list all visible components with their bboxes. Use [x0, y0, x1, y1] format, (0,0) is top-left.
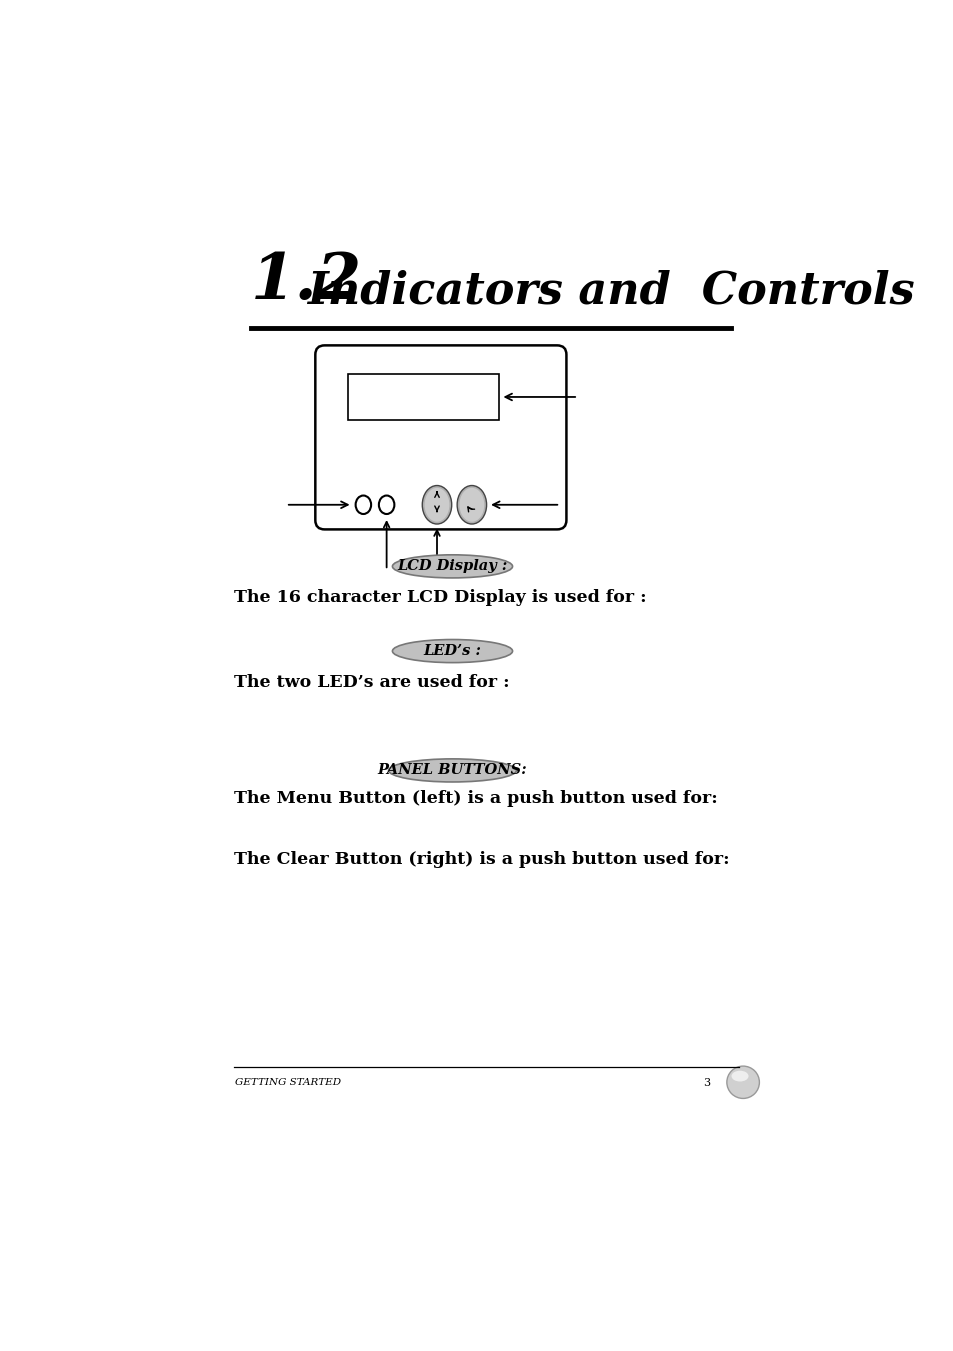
- Ellipse shape: [424, 488, 449, 521]
- Ellipse shape: [378, 496, 394, 513]
- Text: The 16 character LCD Display is used for :: The 16 character LCD Display is used for…: [233, 589, 646, 607]
- Bar: [348, 374, 498, 420]
- Ellipse shape: [459, 488, 484, 521]
- Ellipse shape: [726, 1066, 759, 1098]
- Text: The Menu Button (left) is a push button used for:: The Menu Button (left) is a push button …: [233, 790, 717, 807]
- Text: 1.2: 1.2: [251, 251, 362, 312]
- Text: LCD Display :: LCD Display :: [397, 559, 507, 573]
- Text: The Clear Button (right) is a push button used for:: The Clear Button (right) is a push butto…: [233, 851, 729, 869]
- Text: 3: 3: [702, 1078, 709, 1088]
- Text: The two LED’s are used for :: The two LED’s are used for :: [233, 674, 509, 692]
- Ellipse shape: [392, 639, 512, 662]
- FancyBboxPatch shape: [315, 346, 566, 530]
- Text: Indicators and  Controls: Indicators and Controls: [307, 269, 914, 312]
- Ellipse shape: [388, 759, 516, 782]
- Text: PANEL BUTTONS:: PANEL BUTTONS:: [377, 763, 527, 777]
- Text: LED’s :: LED’s :: [423, 644, 481, 658]
- Ellipse shape: [456, 485, 486, 524]
- Text: GETTING STARTED: GETTING STARTED: [235, 1078, 341, 1086]
- Ellipse shape: [392, 555, 512, 578]
- Ellipse shape: [355, 496, 371, 513]
- Ellipse shape: [731, 1071, 748, 1082]
- Ellipse shape: [422, 485, 452, 524]
